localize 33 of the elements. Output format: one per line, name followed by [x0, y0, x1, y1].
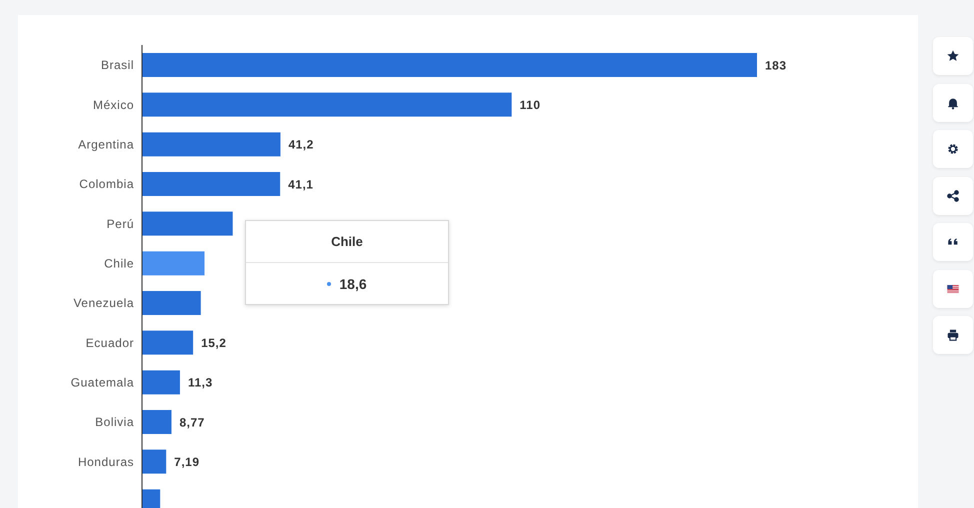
- data-label: 15,2: [201, 336, 226, 350]
- y-tick-label: Guatemala: [70, 375, 134, 390]
- bar: [142, 370, 180, 394]
- bar: [142, 172, 280, 196]
- bar: [142, 410, 172, 434]
- data-label: 8,77: [179, 415, 205, 430]
- bar: [142, 53, 757, 77]
- bar: [142, 330, 194, 355]
- bar: [142, 251, 205, 276]
- y-tick-label: Perú: [106, 216, 134, 231]
- y-tick-label: Brasil: [100, 58, 134, 72]
- y-tick-label: Colombia: [79, 177, 134, 192]
- data-label: 11,3: [188, 376, 213, 390]
- data-label: 183: [765, 58, 787, 72]
- tooltip-box: Chile 18,6: [245, 220, 449, 305]
- bar: [142, 92, 512, 117]
- y-tick-label: Chile: [104, 256, 134, 270]
- y-tick-label: Argentina: [78, 137, 134, 152]
- annotation: 18,6: [339, 276, 367, 292]
- y-tick-label: Bolivia: [95, 415, 134, 430]
- bar: [142, 450, 166, 474]
- bar: [142, 212, 233, 236]
- annotation: Chile: [246, 221, 448, 263]
- y-tick-label: México: [92, 98, 134, 112]
- bar: [142, 291, 201, 315]
- y-tick-label: Venezuela: [73, 296, 134, 310]
- y-tick-label: Honduras: [78, 454, 134, 469]
- data-label: 7,19: [174, 454, 200, 469]
- data-label: 110: [520, 98, 541, 112]
- bar: [142, 132, 280, 156]
- data-label: 41,2: [288, 138, 314, 152]
- data-label: 41,1: [288, 177, 314, 192]
- y-tick-label: Ecuador: [86, 336, 134, 350]
